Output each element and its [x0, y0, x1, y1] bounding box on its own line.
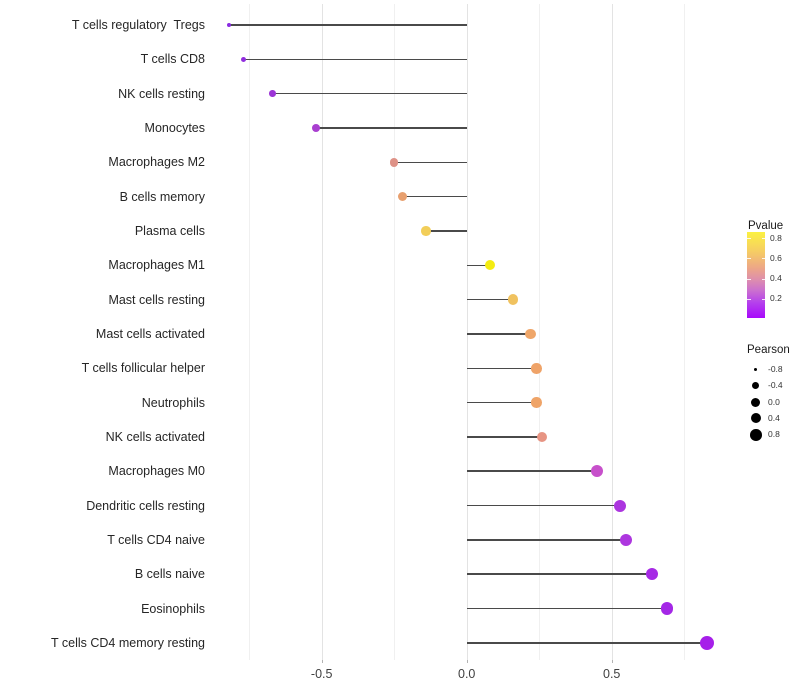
- data-point-dot: [531, 363, 542, 374]
- stem: [466, 333, 531, 335]
- category-label: NK cells activated: [105, 429, 205, 444]
- colorbar-tickmark: [761, 238, 765, 239]
- category-label: Mast cells activated: [95, 326, 205, 341]
- stem: [466, 607, 667, 610]
- stem: [466, 436, 543, 438]
- x-axis-tick: [466, 660, 468, 663]
- data-point-dot: [311, 123, 320, 132]
- stem: [466, 401, 537, 404]
- colorbar-tick-label: 0.2: [770, 293, 782, 304]
- stem: [466, 642, 708, 644]
- pearson-legend-label: 0.4: [768, 412, 780, 423]
- data-point-dot: [389, 158, 399, 167]
- colorbar-tickmark: [761, 258, 765, 260]
- pearson-legend-dot: [754, 367, 758, 371]
- plot-panel: [217, 4, 722, 660]
- colorbar-tickmark: [747, 258, 751, 260]
- category-label: T cells CD8: [140, 52, 205, 67]
- category-label: Monocytes: [144, 120, 205, 135]
- category-label: Macrophages M0: [108, 464, 205, 479]
- stem: [466, 264, 490, 267]
- category-label: T cells follicular helper: [81, 361, 205, 376]
- colorbar-tickmark: [747, 278, 751, 280]
- stem: [466, 539, 627, 541]
- category-label: Eosinophils: [141, 601, 205, 616]
- x-axis-tick-label: 0.5: [602, 667, 621, 681]
- stem: [466, 298, 514, 301]
- category-label: T cells CD4 naive: [107, 532, 205, 547]
- pearson-legend-dot: [750, 413, 761, 424]
- category-label: Plasma cells: [134, 223, 205, 238]
- data-point-dot: [620, 533, 633, 547]
- stem: [466, 573, 653, 576]
- data-point-dot: [614, 499, 627, 512]
- colorbar-tickmark: [747, 238, 751, 239]
- category-label: Dendritic cells resting: [86, 498, 205, 513]
- data-point-dot: [507, 294, 519, 305]
- stem: [466, 367, 537, 370]
- data-point-dot: [591, 465, 604, 478]
- category-label: B cells memory: [119, 189, 205, 204]
- pearson-legend-label: 0.0: [768, 396, 780, 407]
- category-label: Macrophages M1: [108, 258, 205, 273]
- stem: [315, 127, 467, 129]
- stem: [466, 504, 621, 507]
- category-label: B cells naive: [134, 567, 205, 582]
- pvalue-legend-title: Pvalue: [748, 220, 784, 232]
- data-point-dot: [700, 635, 715, 650]
- colorbar-tick-label: 0.6: [770, 252, 782, 263]
- data-point-dot: [531, 397, 542, 408]
- gridline-major: [611, 4, 613, 660]
- colorbar-tickmark: [761, 298, 765, 300]
- data-point-dot: [660, 602, 674, 615]
- data-point-dot: [240, 56, 246, 62]
- stem: [228, 24, 467, 26]
- colorbar-tickmark: [761, 278, 765, 280]
- gridline-minor: [394, 4, 396, 660]
- pearson-legend-dot: [752, 382, 760, 390]
- category-label: Macrophages M2: [108, 155, 205, 170]
- stem: [272, 92, 467, 95]
- data-point-dot: [269, 90, 276, 97]
- data-point-dot: [525, 328, 536, 340]
- colorbar-tickmark: [747, 298, 751, 300]
- pearson-legend-label: -0.8: [768, 363, 783, 374]
- x-axis-tick-label: -0.5: [310, 667, 333, 681]
- category-label: Mast cells resting: [108, 292, 205, 307]
- pearson-legend-dot: [751, 397, 761, 407]
- pearson-legend-title: Pearson: [747, 344, 790, 356]
- category-label: T cells regulatory Tregs: [71, 18, 205, 32]
- colorbar-tick-label: 0.8: [770, 232, 782, 243]
- category-label: NK cells resting: [118, 86, 205, 101]
- gridline-minor: [539, 4, 541, 660]
- data-point-dot: [398, 192, 408, 202]
- pearson-legend-label: 0.8: [768, 429, 780, 440]
- x-axis-tick: [321, 660, 323, 663]
- stem: [466, 470, 598, 473]
- stem: [402, 195, 467, 198]
- gridline-minor: [684, 4, 686, 660]
- data-point-dot: [646, 568, 659, 581]
- data-point-dot: [226, 23, 231, 27]
- x-axis-tick: [611, 660, 613, 663]
- data-point-dot: [421, 226, 431, 236]
- gridline-minor: [249, 4, 251, 660]
- pearson-legend-dot: [749, 428, 762, 441]
- gridline-major: [466, 4, 468, 660]
- x-axis-tick-label: 0.0: [457, 667, 476, 681]
- category-label: T cells CD4 memory resting: [51, 635, 205, 650]
- pearson-legend-label: -0.4: [768, 380, 783, 391]
- data-point-dot: [536, 431, 548, 443]
- category-label: Neutrophils: [141, 395, 205, 410]
- stem: [426, 230, 467, 232]
- data-point-dot: [484, 260, 495, 271]
- pvalue-colorbar: [747, 232, 765, 318]
- gridline-major: [321, 4, 323, 660]
- colorbar-tick-label: 0.4: [770, 273, 782, 284]
- stem: [243, 58, 467, 61]
- stem: [394, 161, 467, 164]
